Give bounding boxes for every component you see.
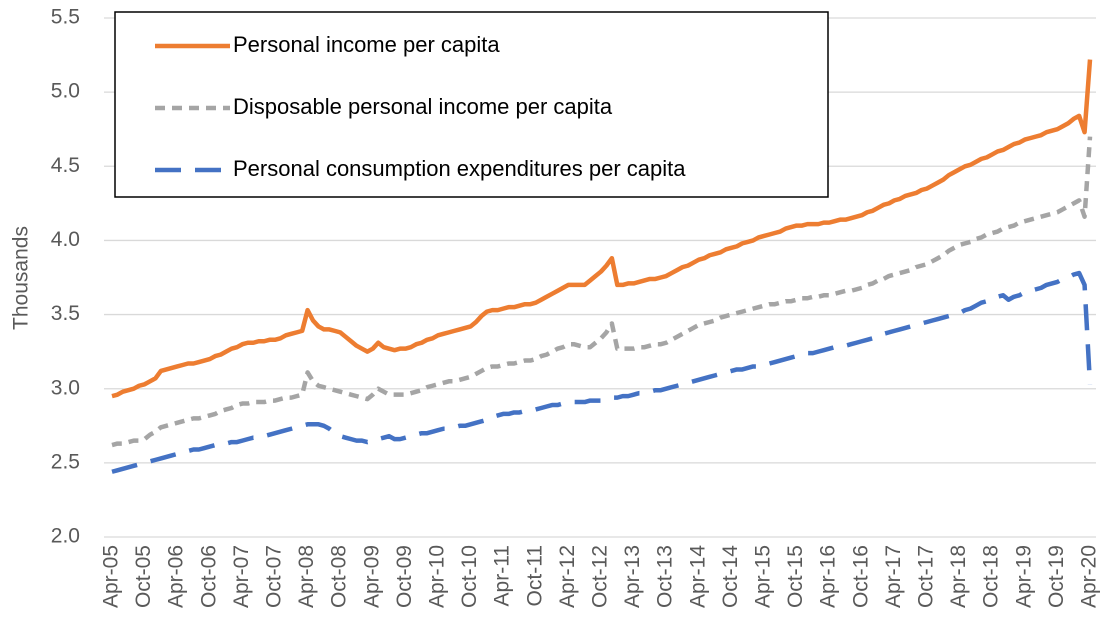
x-tick-label: Apr-12 [556, 545, 579, 608]
x-tick-label: Oct-08 [328, 545, 351, 608]
x-tick-label: Oct-14 [719, 545, 742, 608]
x-tick-label: Oct-16 [849, 545, 872, 608]
legend-box [114, 11, 829, 198]
legend-label: Personal consumption expenditures per ca… [233, 156, 686, 181]
x-tick-label: Apr-06 [165, 545, 188, 608]
y-tick-label: 5.0 [51, 80, 80, 103]
x-tick-label: Oct-05 [132, 545, 155, 608]
x-tick-label: Oct-15 [784, 545, 807, 608]
x-tick-label: Apr-10 [426, 545, 449, 608]
y-tick-label: 5.5 [51, 6, 80, 29]
data-line [111, 59, 1093, 399]
x-tick-label: Apr-14 [686, 545, 709, 608]
x-tick-label: Oct-11 [523, 545, 546, 606]
y-tick-label: 2.0 [51, 525, 80, 548]
legend-label: Disposable personal income per capita [233, 94, 613, 119]
x-tick-label: Oct-06 [197, 545, 220, 608]
data-line [111, 136, 1093, 448]
data-line [111, 270, 1093, 474]
y-tick-label: 4.5 [51, 154, 80, 177]
x-tick-label: Apr-13 [621, 545, 644, 608]
x-tick-label: Apr-18 [947, 545, 970, 608]
x-tick-label: Apr-07 [230, 545, 253, 608]
x-tick-label: Apr-11 [491, 545, 514, 606]
x-tick-label: Apr-20 [1078, 545, 1101, 608]
x-tick-label: Apr-08 [295, 545, 318, 608]
y-tick-label: 4.0 [51, 228, 80, 251]
x-tick-label: Apr-15 [752, 545, 775, 608]
x-tick-label: Apr-19 [1012, 545, 1035, 608]
x-tick-label: Oct-07 [263, 545, 286, 608]
x-tick-label: Apr-05 [100, 545, 123, 608]
x-tick-label: Apr-17 [882, 545, 905, 608]
legend: Personal income per capita Disposable per… [114, 11, 829, 198]
y-axis-title: Thousands [10, 226, 33, 330]
x-tick-label: Oct-10 [458, 545, 481, 608]
y-tick-label: 3.5 [51, 302, 80, 325]
legend-label: Personal income per capita [233, 32, 500, 57]
x-tick-label: Oct-09 [393, 545, 416, 608]
x-tick-label: Oct-18 [980, 545, 1003, 608]
x-tick-label: Apr-16 [817, 545, 840, 608]
x-tick-label: Oct-13 [654, 545, 677, 608]
y-tick-label: 2.5 [51, 450, 80, 473]
y-tick-label: 3.0 [51, 376, 80, 399]
x-tick-label: Oct-17 [915, 545, 938, 608]
x-tick-label: Apr-09 [360, 545, 383, 608]
x-tick-label: Oct-12 [589, 545, 612, 608]
x-tick-label: Oct-19 [1045, 545, 1068, 608]
